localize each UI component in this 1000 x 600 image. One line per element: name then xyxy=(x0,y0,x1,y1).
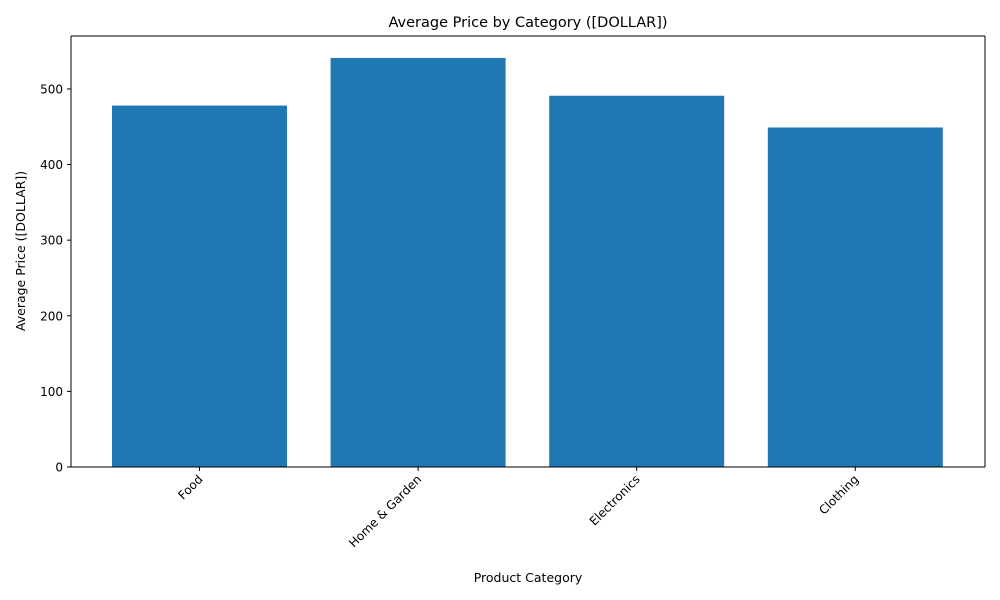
chart-title: Average Price by Category ([DOLLAR]) xyxy=(388,15,667,31)
y-axis: 0 100 200 300 400 500 xyxy=(40,36,72,475)
y-axis-label: Average Price ([DOLLAR]) xyxy=(13,171,28,331)
y-tick-label: 200 xyxy=(40,309,63,323)
plot-area xyxy=(71,35,986,468)
x-axis: Food Home & Garden Electronics Clothing xyxy=(71,466,985,550)
bar-clothing xyxy=(767,127,943,468)
bar-food xyxy=(112,105,287,467)
y-tick-label: 0 xyxy=(55,461,63,475)
x-tick-label: Electronics xyxy=(587,472,643,528)
y-tick-label: 500 xyxy=(40,82,63,96)
y-tick-label: 300 xyxy=(40,234,63,248)
bar-home-garden xyxy=(330,57,506,468)
bar-electronics xyxy=(549,95,725,468)
y-tick-label: 100 xyxy=(40,385,63,399)
y-tick-label: 400 xyxy=(40,158,63,172)
x-tick-label: Food xyxy=(175,472,205,502)
x-tick-label: Clothing xyxy=(816,472,861,517)
x-tick-label: Home & Garden xyxy=(346,472,424,550)
x-axis-label: Product Category xyxy=(474,570,583,585)
